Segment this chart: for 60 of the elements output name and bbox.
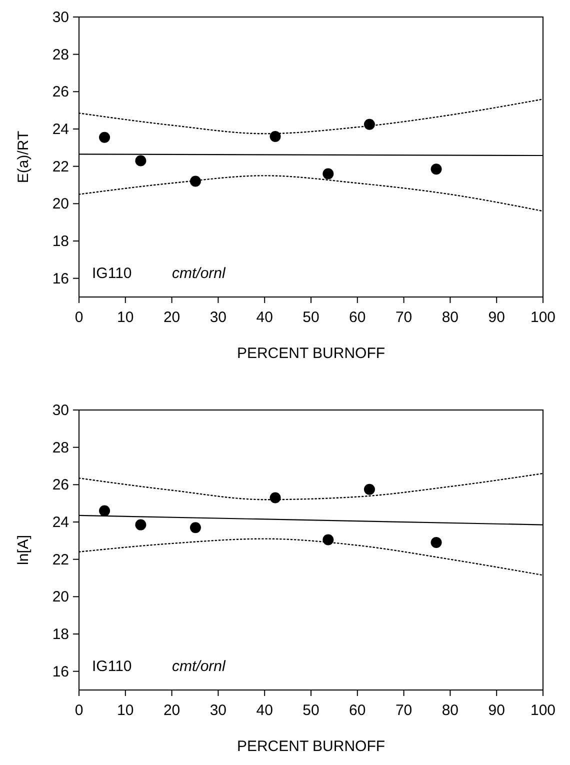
y-tick-label: 26 [52, 84, 69, 101]
point [270, 130, 281, 142]
x-tick-label: 10 [117, 309, 134, 326]
x-tick-label: 60 [349, 702, 366, 719]
x-tick-label: 100 [530, 702, 556, 719]
x-tick-label: 70 [395, 309, 412, 326]
y-tick-label: 16 [52, 663, 69, 680]
x-axis-title: PERCENT BURNOFF [236, 738, 386, 755]
x-tick-label: 10 [117, 702, 134, 719]
x-tick-label: 20 [163, 702, 180, 719]
x-tick-label: 30 [210, 702, 227, 719]
x-tick-label: 0 [74, 702, 84, 719]
y-axis-title: E(a)/RT [15, 130, 32, 184]
x-tick-label: 60 [349, 309, 366, 326]
y-tick-label: 28 [52, 46, 69, 64]
y-tick-label: 16 [52, 270, 69, 288]
y-tick-label: 18 [52, 626, 69, 643]
point [190, 522, 201, 534]
point [99, 132, 110, 143]
point [135, 155, 146, 166]
y-tick-label: 22 [52, 551, 69, 568]
point [430, 164, 442, 175]
x-tick-label: 50 [302, 309, 320, 326]
y-tick-label: 28 [52, 439, 69, 456]
point [322, 168, 334, 180]
y-tick-label: 20 [52, 588, 69, 606]
y-tick-label: 18 [52, 233, 69, 250]
annotation: cmt/ornl [172, 265, 226, 282]
x-tick-label: 30 [210, 309, 227, 326]
point [135, 519, 146, 530]
x-axis-title: PERCENT BURNOFF [236, 345, 386, 362]
y-tick-label: 26 [52, 476, 69, 494]
y-tick-label: 24 [52, 514, 69, 531]
annotation: IG110 [92, 658, 132, 675]
annotation: IG110 [92, 265, 132, 282]
point [322, 534, 334, 546]
point [364, 484, 375, 495]
x-tick-label: 40 [256, 702, 273, 719]
x-tick-label: 40 [256, 309, 273, 326]
annotation: cmt/ornl [172, 658, 226, 675]
x-tick-label: 50 [302, 702, 320, 719]
y-axis-title: ln[A] [15, 534, 32, 566]
y-tick-label: 30 [52, 9, 69, 26]
y-tick-label: 22 [52, 158, 69, 176]
x-tick-label: 80 [442, 702, 459, 719]
y-tick-label: 20 [52, 196, 69, 213]
x-tick-label: 90 [488, 309, 505, 326]
point [430, 537, 442, 548]
x-tick-label: 70 [395, 702, 412, 719]
x-tick-label: 90 [488, 702, 505, 719]
x-tick-label: 80 [442, 309, 459, 326]
point [190, 176, 201, 187]
point [99, 505, 110, 516]
point [270, 492, 281, 504]
x-tick-label: 0 [74, 309, 84, 326]
y-tick-label: 24 [52, 121, 69, 138]
x-tick-label: 100 [530, 309, 556, 326]
point [364, 118, 375, 130]
y-tick-label: 30 [52, 402, 69, 419]
x-tick-label: 20 [163, 309, 180, 326]
